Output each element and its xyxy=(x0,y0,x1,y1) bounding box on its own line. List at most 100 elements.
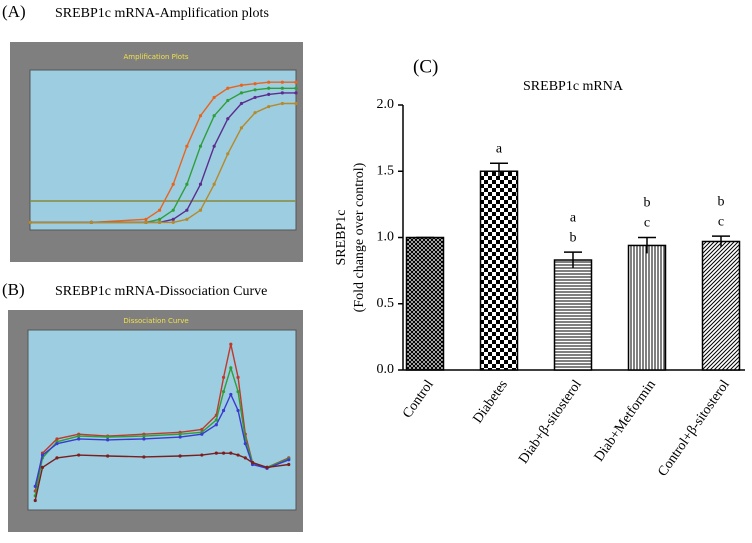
curve-point xyxy=(142,434,146,438)
curve-point xyxy=(253,88,257,92)
curve-point xyxy=(212,95,216,100)
curve-point xyxy=(198,144,203,148)
curve-point xyxy=(287,458,291,462)
curve-point xyxy=(221,375,226,379)
curve-point xyxy=(239,126,244,130)
curve-point xyxy=(171,220,175,224)
chart-title: Dissociation Curve xyxy=(123,317,188,325)
significance-letter: b xyxy=(644,196,651,211)
curve-point xyxy=(236,408,240,413)
curve-point xyxy=(171,182,175,186)
curve-point xyxy=(239,83,244,87)
significance-letter: a xyxy=(570,210,577,225)
curve-point xyxy=(185,182,189,186)
curve-point xyxy=(280,86,284,90)
curve xyxy=(34,365,290,496)
curve-point xyxy=(178,454,182,458)
curve-point xyxy=(185,217,189,221)
curve-point xyxy=(200,453,204,457)
curve-point xyxy=(185,144,189,148)
bar xyxy=(405,236,445,371)
curve-point xyxy=(265,465,269,469)
significance-letter: b xyxy=(570,230,577,245)
curve-point xyxy=(267,104,271,109)
curve-point xyxy=(198,114,203,118)
curve-point xyxy=(212,144,216,148)
significance-letter: c xyxy=(718,214,724,229)
curve-point xyxy=(236,389,240,394)
curve-point xyxy=(77,434,81,438)
curve-point xyxy=(236,453,240,457)
curve-point xyxy=(226,152,230,156)
y-tick-label: 2.0 xyxy=(377,97,395,112)
plot-area xyxy=(27,329,297,511)
curve-point xyxy=(55,437,59,441)
curve-point xyxy=(40,453,45,457)
curve-point xyxy=(55,456,59,460)
curve-point xyxy=(294,80,298,84)
curve-point xyxy=(200,427,204,432)
curve-point xyxy=(142,437,146,441)
curve-point xyxy=(229,392,233,397)
curve-point xyxy=(144,220,148,224)
curve-point xyxy=(33,484,37,488)
curve-point xyxy=(280,101,284,106)
significance-letter: c xyxy=(644,216,650,231)
curve-point xyxy=(157,220,162,224)
curve-point xyxy=(144,217,148,221)
curve-point xyxy=(178,432,182,436)
curve-point xyxy=(280,91,284,95)
curve-point xyxy=(185,208,189,212)
curve-point xyxy=(236,375,240,379)
curve xyxy=(30,81,296,224)
y-axis-label: (Fold change over control) xyxy=(352,162,367,312)
curve-point xyxy=(171,208,175,212)
curve-point xyxy=(243,456,247,460)
curve-point xyxy=(267,92,271,96)
curve-point xyxy=(294,101,298,106)
curve-point xyxy=(89,220,93,224)
chart-title: Amplification Plots xyxy=(124,53,189,61)
curve-point xyxy=(253,95,257,100)
curve-point xyxy=(294,91,298,95)
curve-point xyxy=(229,366,233,370)
curve-point xyxy=(226,117,230,121)
curve-point xyxy=(253,82,257,86)
curve-point xyxy=(106,435,110,439)
curve-point xyxy=(221,408,226,413)
plot-area xyxy=(29,69,297,231)
curve-point xyxy=(267,80,271,84)
curve-point xyxy=(280,80,284,84)
curve-point xyxy=(77,453,81,457)
curve-point xyxy=(229,451,233,455)
curve-point xyxy=(229,342,233,346)
curve xyxy=(34,392,290,487)
curve-point xyxy=(287,462,291,467)
curve-point xyxy=(157,208,162,212)
curve-point xyxy=(243,442,247,446)
curve-point xyxy=(214,418,218,422)
curve-point xyxy=(33,498,37,503)
curve-point xyxy=(198,208,203,212)
curve-point xyxy=(212,114,216,118)
y-tick-label: 1.0 xyxy=(377,230,395,245)
curve-point xyxy=(214,451,218,455)
curve-point xyxy=(253,111,257,115)
curve-point xyxy=(157,217,162,221)
y-axis-label: SREBP1c xyxy=(334,209,349,265)
curve-point xyxy=(55,442,59,446)
y-tick-label: 0.5 xyxy=(377,296,395,311)
bar xyxy=(701,240,741,371)
curve xyxy=(34,452,289,501)
curve-point xyxy=(239,91,244,95)
x-tick-label: Control+β-sitosterol xyxy=(655,377,733,479)
x-tick-label: Control xyxy=(400,377,437,421)
curve-point xyxy=(198,182,203,186)
curve-point xyxy=(214,423,218,427)
curve-point xyxy=(106,438,110,442)
x-tick-label: Diab+Metformin xyxy=(592,378,659,465)
curve-point xyxy=(28,220,32,224)
curve-point xyxy=(212,182,216,186)
panel-label: (B) xyxy=(2,280,25,299)
panel-label: (A) xyxy=(2,2,26,21)
